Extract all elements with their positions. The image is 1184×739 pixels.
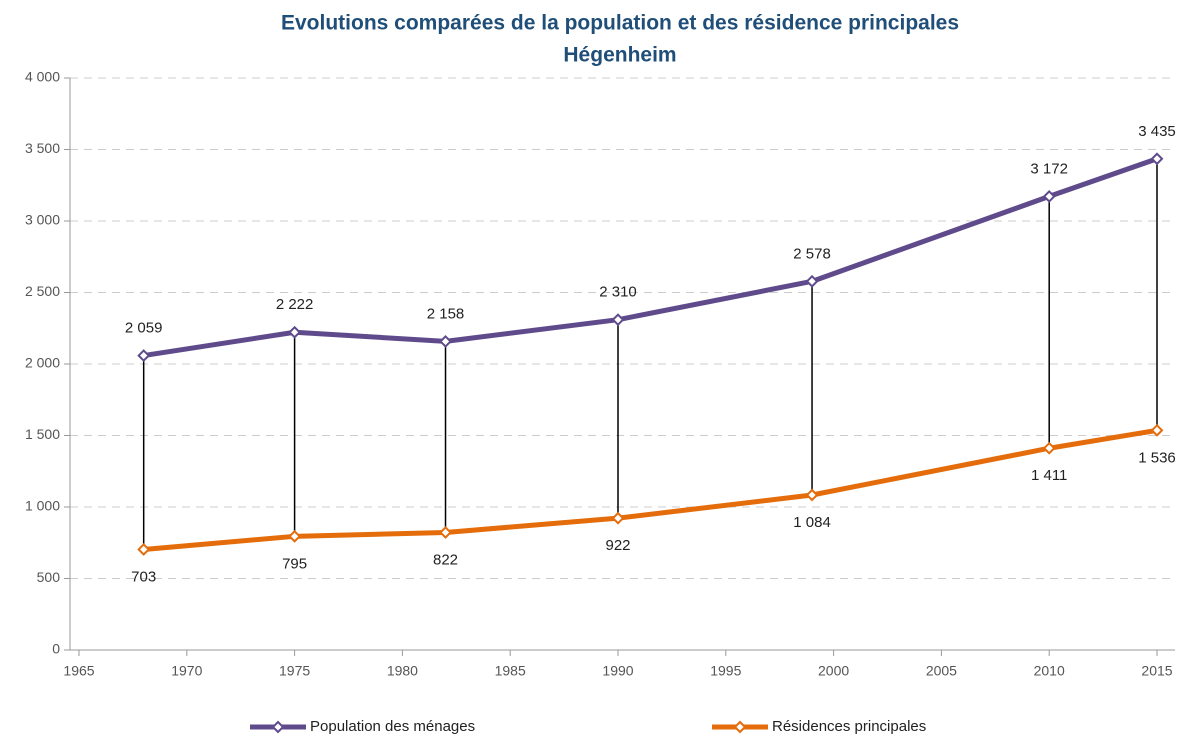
marker [611, 313, 625, 327]
marker [439, 334, 452, 348]
marker [611, 511, 625, 525]
x-tick-label: 1970 [171, 663, 202, 679]
x-tick-label: 1975 [279, 663, 310, 679]
data-label: 1 084 [793, 514, 831, 531]
data-label: 2 158 [427, 305, 465, 322]
marker [137, 349, 151, 362]
data-label: 2 059 [125, 320, 163, 337]
data-label: 795 [282, 555, 307, 572]
x-tick-label: 2005 [926, 663, 957, 679]
legend-label: Résidences principales [772, 718, 926, 735]
marker [1150, 423, 1164, 437]
x-tick-label: 1965 [63, 663, 94, 679]
marker [288, 529, 302, 543]
series-line [143, 156, 1158, 359]
y-tick-label: 3 500 [25, 140, 60, 156]
data-label: 1 411 [1031, 467, 1067, 484]
x-tick-label: 2015 [1141, 663, 1172, 679]
y-tick-label: 2 500 [25, 283, 60, 299]
y-tick-label: 1 000 [25, 498, 60, 514]
chart-title: Evolutions comparées de la population et… [281, 12, 959, 35]
y-tick-label: 1 500 [25, 426, 60, 442]
marker [1042, 189, 1056, 203]
chart-subtitle: Hégenheim [563, 44, 676, 67]
data-label: 2 310 [599, 284, 637, 301]
data-label: 3 435 [1138, 123, 1176, 140]
y-tick-label: 3 000 [25, 212, 60, 228]
x-tick-label: 2000 [818, 663, 849, 679]
marker [439, 526, 452, 539]
marker [288, 325, 302, 339]
marker [805, 274, 819, 288]
x-tick-label: 1985 [495, 663, 526, 679]
legend-marker [733, 720, 747, 734]
data-label: 822 [433, 551, 458, 568]
y-tick-label: 4 000 [25, 69, 60, 85]
x-tick-label: 1995 [710, 663, 741, 679]
marker [137, 543, 151, 556]
data-label: 3 172 [1030, 160, 1068, 177]
data-label: 1 536 [1138, 449, 1176, 466]
marker [805, 488, 819, 502]
data-label: 2 222 [276, 296, 314, 313]
data-label: 922 [605, 537, 630, 554]
marker [1042, 441, 1056, 455]
x-tick-label: 1990 [602, 663, 633, 679]
legend-label: Population des ménages [310, 718, 475, 735]
marker [1150, 152, 1164, 166]
data-label: 2 578 [793, 245, 831, 262]
y-tick-label: 0 [52, 641, 60, 657]
legend-marker [271, 720, 285, 734]
y-tick-label: 2 000 [25, 355, 60, 371]
x-tick-label: 1980 [387, 663, 418, 679]
x-tick-label: 2010 [1034, 663, 1065, 679]
data-label: 703 [131, 568, 156, 585]
y-tick-label: 500 [37, 569, 61, 585]
